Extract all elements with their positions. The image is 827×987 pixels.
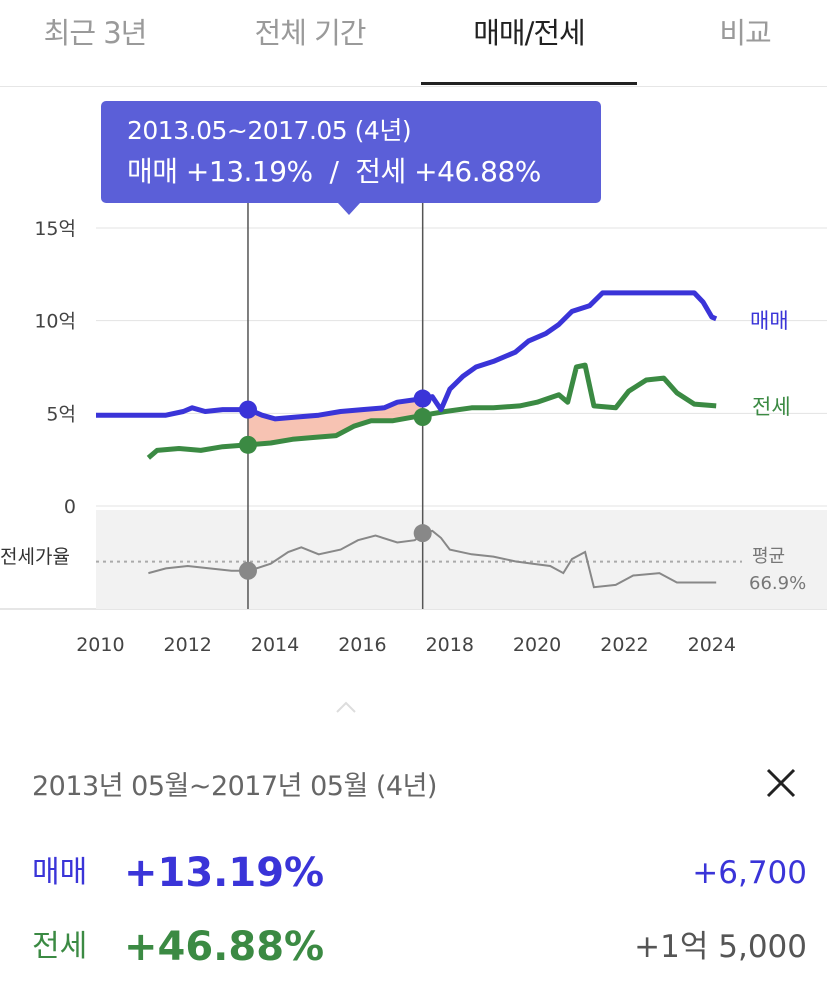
tooltip-jeonse: 전세 +46.88% bbox=[355, 155, 541, 188]
x-tick-label: 2020 bbox=[513, 634, 561, 656]
x-tick-label: 2016 bbox=[338, 634, 386, 656]
sale-amount: +6,700 bbox=[692, 855, 807, 891]
ratio-series-line bbox=[148, 529, 717, 589]
chevron-up-icon[interactable] bbox=[335, 700, 357, 714]
ratio-panel-background bbox=[96, 510, 827, 609]
x-tick-label: 2010 bbox=[76, 634, 124, 656]
ratio-average-value: 66.9% bbox=[749, 573, 806, 594]
tooltip-pointer bbox=[338, 203, 360, 215]
jeonse-marker bbox=[238, 435, 257, 454]
selection-tooltip: 2013.05~2017.05 (4년) 매매 +13.19% / 전세 +46… bbox=[101, 101, 601, 203]
tab-recent-3-years[interactable]: 최근 3년 bbox=[43, 16, 148, 50]
tab-sale-jeonse[interactable]: 매매/전세 bbox=[473, 16, 586, 50]
sale-series-label: 매매 bbox=[750, 309, 789, 333]
tooltip-range: 2013.05~2017.05 (4년) bbox=[127, 116, 412, 145]
sale-label: 매매 bbox=[32, 855, 88, 890]
sale-marker bbox=[413, 389, 432, 408]
y-tick-label: 0 bbox=[64, 496, 76, 518]
x-tick-label: 2014 bbox=[251, 634, 299, 656]
sale-series-line bbox=[96, 290, 718, 422]
tab-compare[interactable]: 비교 bbox=[719, 16, 771, 50]
sale-marker bbox=[238, 400, 257, 419]
y-tick-label: 5억 bbox=[46, 403, 76, 425]
ratio-average-label: 평균 bbox=[752, 546, 785, 567]
ratio-marker bbox=[413, 524, 432, 543]
selection-markers bbox=[238, 389, 432, 580]
x-axis-labels: 2010 2012 2014 2016 2018 2020 2022 2024 bbox=[76, 634, 736, 656]
x-tick-label: 2018 bbox=[426, 634, 474, 656]
jeonse-percent: +46.88% bbox=[124, 924, 325, 970]
y-axis-labels: 0 5억 10억 15억 bbox=[34, 218, 76, 518]
jeonse-marker bbox=[413, 408, 432, 427]
detail-row-sale: 매매 +13.19% +6,700 bbox=[0, 843, 827, 903]
close-icon[interactable] bbox=[760, 762, 802, 804]
tooltip-sale: 매매 +13.19% bbox=[127, 155, 313, 188]
jeonse-label: 전세 bbox=[32, 929, 88, 964]
jeonse-series-label: 전세 bbox=[752, 395, 791, 419]
x-tick-label: 2022 bbox=[600, 634, 648, 656]
y-tick-label: 15억 bbox=[34, 218, 76, 240]
tooltip-values: 매매 +13.19% / 전세 +46.88% bbox=[127, 150, 601, 194]
y-tick-label: 10억 bbox=[34, 311, 76, 333]
detail-range: 2013년 05월~2017년 05월 (4년) bbox=[32, 771, 437, 802]
x-tick-label: 2012 bbox=[164, 634, 212, 656]
tooltip-separator: / bbox=[329, 155, 339, 188]
jeonse-amount: +1억 5,000 bbox=[634, 929, 807, 965]
tab-all-period[interactable]: 전체 기간 bbox=[254, 16, 367, 50]
tab-bar: 최근 3년 전체 기간 매매/전세 비교 bbox=[0, 0, 827, 87]
detail-row-jeonse: 전세 +46.88% +1억 5,000 bbox=[0, 917, 827, 977]
x-tick-label: 2024 bbox=[688, 634, 736, 656]
ratio-axis-label: 전세가율 bbox=[0, 546, 70, 568]
active-tab-indicator bbox=[421, 82, 637, 85]
ratio-marker bbox=[238, 561, 257, 580]
sale-percent: +13.19% bbox=[124, 850, 325, 896]
